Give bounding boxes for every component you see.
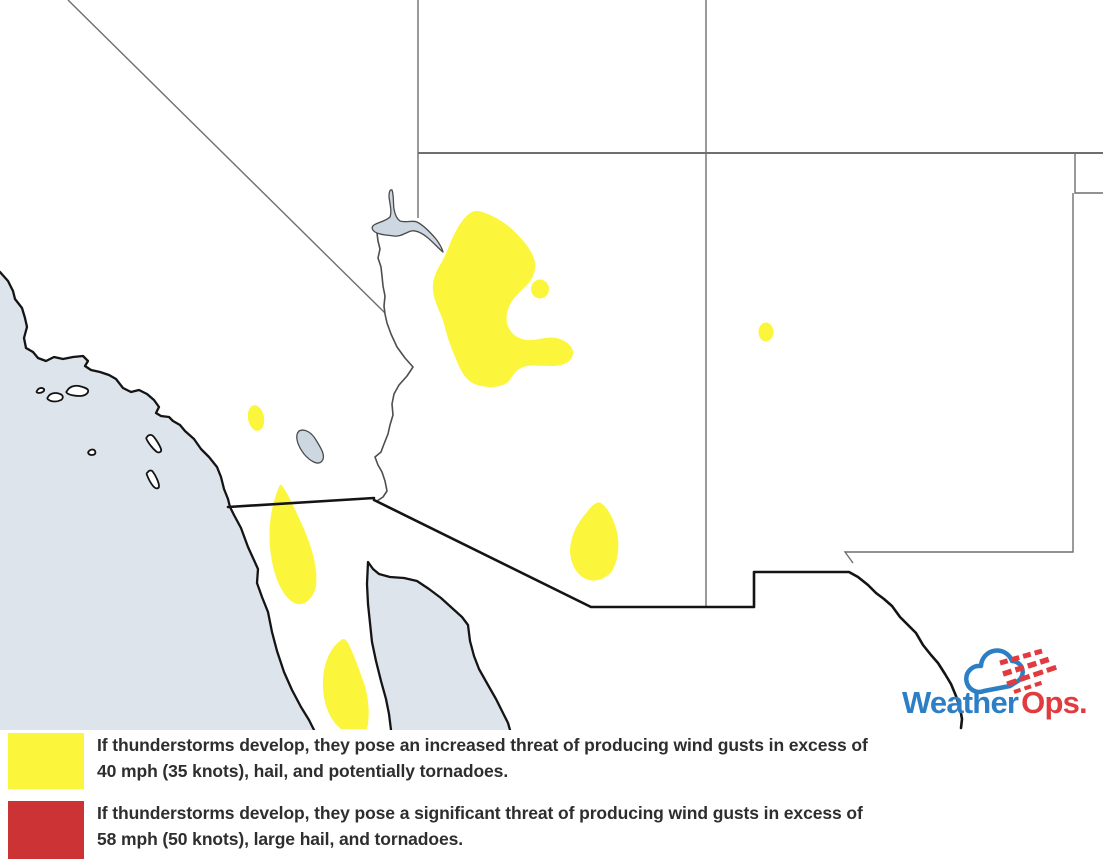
lake-mead bbox=[371, 189, 444, 253]
legend-text-line: If thunderstorms develop, they pose a si… bbox=[97, 803, 863, 823]
state-borders bbox=[67, 0, 1103, 606]
salton-sea bbox=[296, 429, 325, 464]
border-oklahoma-panhandle-step bbox=[1074, 153, 1103, 194]
california-baja-coastline bbox=[0, 270, 316, 730]
risk-area-west-new-mexico-dot bbox=[758, 322, 774, 342]
striped-swoosh-icon bbox=[999, 648, 1058, 694]
gulf-of-california bbox=[367, 562, 510, 730]
risk-area-southern-california bbox=[247, 405, 265, 431]
channel-islands bbox=[35, 384, 163, 490]
weather-map: WeatherOps. bbox=[0, 0, 1103, 730]
legend-item-increased: If thunderstorms develop, they pose an i… bbox=[97, 732, 868, 784]
risk-area-south-central-arizona bbox=[570, 502, 619, 581]
weatherops-logo: WeatherOps. bbox=[902, 648, 1088, 720]
us-mexico-border bbox=[226, 496, 964, 730]
legend-text-line: If thunderstorms develop, they pose an i… bbox=[97, 735, 868, 755]
island bbox=[87, 448, 97, 456]
legend-item-significant: If thunderstorms develop, they pose a si… bbox=[97, 800, 863, 852]
border-california-nevada bbox=[67, 0, 386, 314]
legend-swatch-increased bbox=[8, 733, 84, 789]
border-california-mexico bbox=[226, 496, 376, 509]
gulf-of-california-coastline bbox=[365, 560, 512, 730]
logo-word-ops: Ops bbox=[1021, 685, 1079, 720]
risk-area-baja-south bbox=[322, 638, 369, 729]
island bbox=[35, 387, 46, 394]
logo-period: . bbox=[1079, 685, 1087, 720]
legend-swatch-significant bbox=[8, 801, 84, 859]
legend-text-line: 40 mph (35 knots), hail, and potentially… bbox=[97, 761, 509, 781]
border-newmexico-texas bbox=[843, 193, 1074, 564]
colorado-river bbox=[374, 232, 414, 502]
island bbox=[65, 384, 90, 397]
legend-text-line: 58 mph (50 knots), large hail, and torna… bbox=[97, 829, 463, 849]
border-arizona-newmexico-mexico-rio-grande bbox=[372, 498, 964, 730]
pacific-ocean bbox=[0, 272, 314, 730]
risk-area-arizona-small-blob bbox=[531, 279, 549, 299]
logo-word-weather: Weather bbox=[902, 685, 1019, 720]
risk-areas-increased bbox=[247, 210, 774, 729]
risk-area-baja-north bbox=[269, 484, 317, 605]
island bbox=[46, 392, 64, 403]
risk-area-northwest-arizona bbox=[432, 210, 574, 388]
logo-wordmark: WeatherOps. bbox=[902, 685, 1087, 720]
island bbox=[145, 469, 160, 490]
island bbox=[145, 434, 163, 454]
